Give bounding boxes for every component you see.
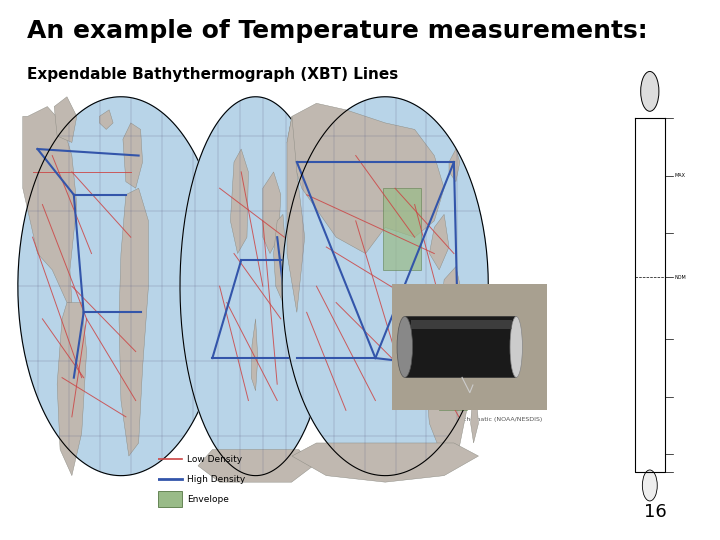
Text: An example of Temperature measurements:: An example of Temperature measurements: (27, 19, 648, 43)
Text: XBT: XBT (459, 304, 513, 328)
Text: Expendable Bathythermograph (XBT) Lines: Expendable Bathythermograph (XBT) Lines (27, 68, 399, 83)
Text: Fig. 4-4 XBT DEVICE schematic (NOAA/NESDIS): Fig. 4-4 XBT DEVICE schematic (NOAA/NESD… (395, 417, 542, 422)
Text: 16: 16 (644, 503, 667, 521)
